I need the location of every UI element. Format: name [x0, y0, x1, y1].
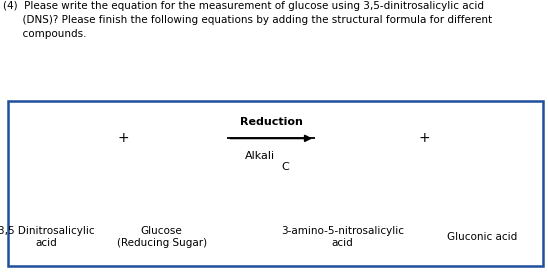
Text: +: +: [419, 131, 431, 145]
Text: 3,5 Dinitrosalicylic
acid: 3,5 Dinitrosalicylic acid: [0, 226, 95, 249]
Text: Alkali: Alkali: [246, 151, 275, 161]
Bar: [8, 101, 543, 266]
Text: (4)  Please write the equation for the measurement of glucose using 3,5-dinitros: (4) Please write the equation for the me…: [3, 1, 492, 39]
Text: Reduction: Reduction: [240, 118, 302, 127]
Text: C: C: [281, 162, 289, 172]
Text: +: +: [117, 131, 129, 145]
Text: Gluconic acid: Gluconic acid: [447, 232, 517, 242]
Text: 3-amino-5-nitrosalicylic
acid: 3-amino-5-nitrosalicylic acid: [281, 226, 404, 249]
Text: Glucose
(Reducing Sugar): Glucose (Reducing Sugar): [117, 226, 207, 249]
